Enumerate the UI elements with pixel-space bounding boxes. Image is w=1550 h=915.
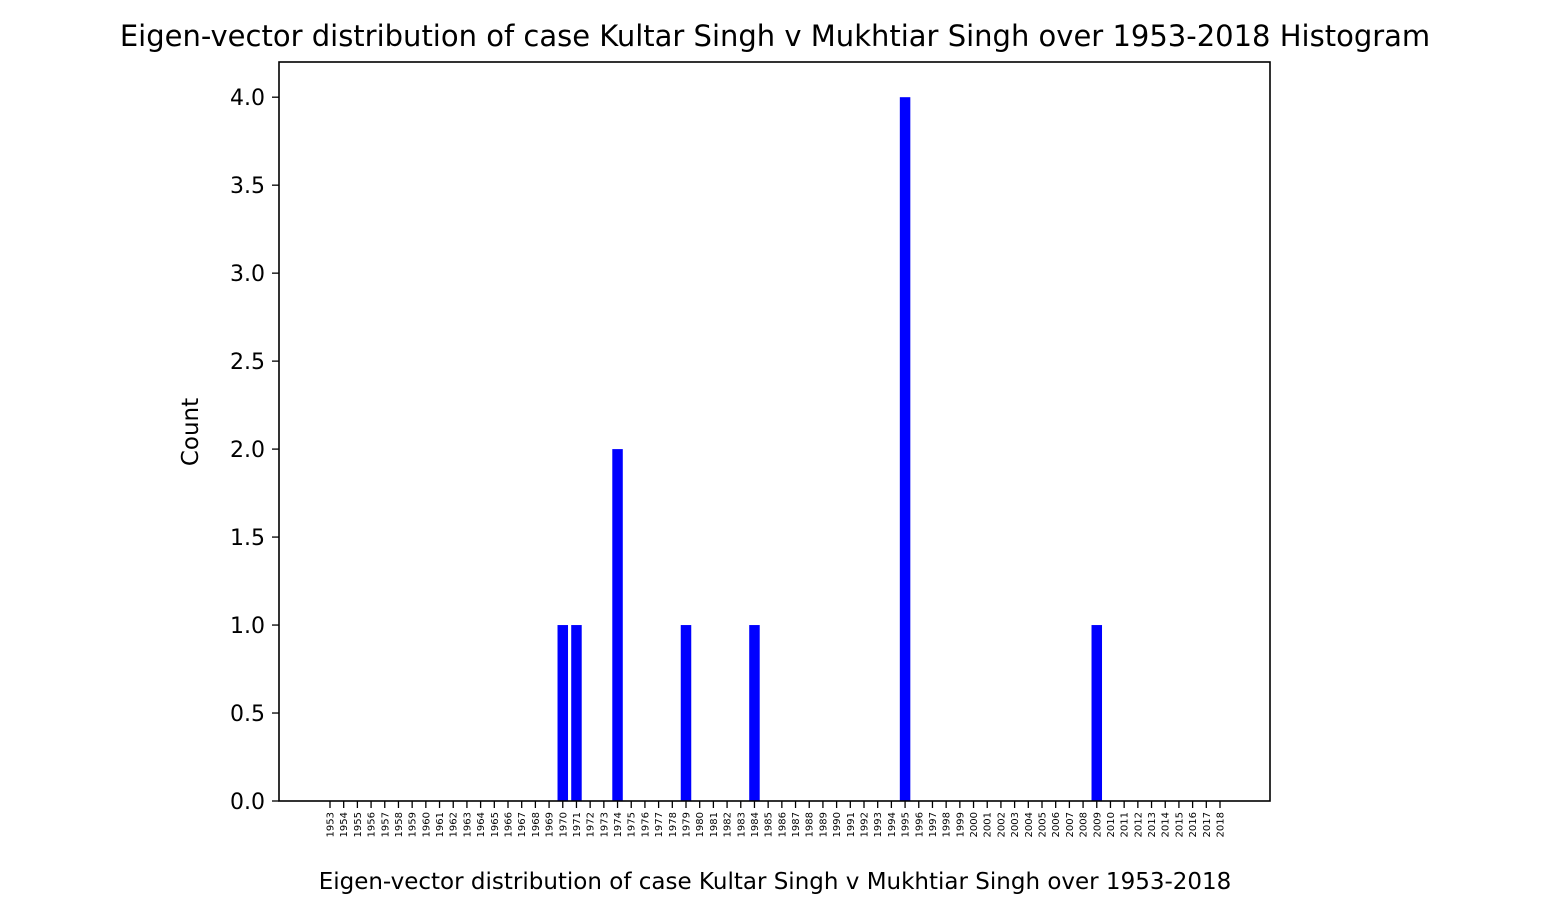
x-tick-label: 1962 (449, 812, 460, 837)
bar-1995 (899, 97, 911, 801)
x-tick-label: 1964 (476, 812, 487, 837)
x-tick-label: 2003 (1010, 812, 1021, 837)
chart-title: Eigen-vector distribution of case Kultar… (120, 19, 1430, 53)
x-tick-label: 2010 (1106, 812, 1117, 837)
plot-frame (278, 61, 1271, 802)
x-tick-label: 1978 (668, 812, 679, 837)
y-tick-label: 4.0 (230, 86, 265, 111)
x-tick-label: 1983 (736, 812, 747, 837)
x-tick-label: 1974 (613, 812, 624, 837)
x-tick-label: 1988 (805, 812, 816, 837)
x-tick-label: 1982 (723, 812, 734, 837)
x-tick-label: 2015 (1174, 812, 1185, 837)
x-tick-label: 2018 (1216, 812, 1227, 837)
x-tick-label: 2014 (1161, 812, 1172, 837)
y-tick-label: 1.0 (230, 614, 265, 639)
bar-1971 (571, 625, 582, 801)
x-tick-label: 2017 (1202, 812, 1213, 837)
y-tick-label: 3.5 (230, 174, 265, 199)
x-tick-label: 1985 (764, 812, 775, 837)
x-tick-label: 1961 (435, 812, 446, 837)
x-tick-label: 2009 (1092, 812, 1103, 837)
x-tick-label: 1971 (572, 812, 583, 837)
x-tick-label: 2000 (969, 812, 980, 837)
y-axis: 0.0 0.5 1.0 1.5 2.0 2.5 3.0 3.5 4.0 (230, 86, 279, 815)
y-tick-label: 2.0 (230, 438, 265, 463)
x-tick-label: 1981 (709, 812, 720, 837)
x-tick-label: 1996 (914, 812, 925, 837)
y-tick-label: 0.5 (230, 702, 265, 727)
x-tick-label: 1979 (682, 812, 693, 837)
x-tick-label: 1967 (517, 812, 528, 837)
x-axis-label: Eigen-vector distribution of case Kultar… (319, 869, 1232, 895)
x-tick-label: 1993 (873, 812, 884, 837)
x-tick-label: 1965 (490, 812, 501, 837)
x-tick-label: 2013 (1147, 812, 1158, 837)
x-tick-label: 1975 (627, 812, 638, 837)
x-tick-label: 1995 (901, 812, 912, 837)
x-tick-label: 1997 (928, 812, 939, 837)
x-tick-label: 1959 (408, 812, 419, 837)
y-tick-label: 1.5 (230, 526, 265, 551)
y-tick-label: 2.5 (230, 350, 265, 375)
x-tick-label: 1972 (586, 812, 597, 837)
y-axis-label: Count (178, 398, 204, 466)
x-tick-label: 2011 (1120, 812, 1131, 837)
x-tick-label: 1977 (654, 812, 665, 837)
x-tick-label: 2008 (1079, 812, 1090, 837)
x-tick-label: 1970 (558, 812, 569, 837)
x-tick-label: 2016 (1188, 812, 1199, 837)
x-tick-label: 1973 (599, 812, 610, 837)
y-tick-label: 0.0 (230, 790, 265, 815)
x-tick-label: 2002 (996, 812, 1007, 837)
x-tick-label: 2007 (1065, 812, 1076, 837)
bars-group (557, 97, 1103, 801)
x-tick-label: 1989 (818, 812, 829, 837)
x-tick-label: 1994 (887, 812, 898, 837)
x-tick-label: 1953 (326, 812, 337, 837)
bar-1974 (612, 449, 623, 801)
x-tick-label: 1992 (860, 812, 871, 837)
x-tick-label: 1984 (750, 812, 761, 837)
x-tick-label: 1999 (955, 812, 966, 837)
bar-1979 (680, 625, 692, 801)
x-tick-label: 2012 (1133, 812, 1144, 837)
x-tick-label: 1963 (462, 812, 473, 837)
x-tick-label: 1968 (531, 812, 542, 837)
x-tick-label: 2006 (1051, 812, 1062, 837)
x-tick-label: 1969 (545, 812, 556, 837)
x-tick-label: 1966 (504, 812, 515, 837)
x-tick-label: 1955 (353, 812, 364, 837)
bar-1984 (749, 625, 760, 801)
x-tick-label: 1956 (367, 812, 378, 837)
x-tick-label: 1990 (832, 812, 843, 837)
x-tick-label: 1980 (695, 812, 706, 837)
x-tick-label: 1987 (791, 812, 802, 837)
x-tick-label: 1958 (394, 812, 405, 837)
x-tick-label: 2001 (983, 812, 994, 837)
x-tick-label: 1986 (777, 812, 788, 837)
bar-2009 (1091, 625, 1103, 801)
x-axis: 1953 1954 1955 1956 1957 1958 1959 1960 1961 1962… (326, 801, 1227, 837)
x-tick-label: 1998 (942, 812, 953, 837)
x-tick-label: 2005 (1038, 812, 1049, 837)
y-tick-label: 3.0 (230, 262, 265, 287)
x-tick-label: 2004 (1024, 812, 1035, 837)
x-tick-label: 1960 (421, 812, 432, 837)
x-tick-label: 1976 (640, 812, 651, 837)
x-tick-label: 1954 (339, 812, 350, 837)
bar-1970 (557, 625, 569, 801)
x-tick-label: 1991 (846, 812, 857, 837)
x-tick-label: 1957 (380, 812, 391, 837)
